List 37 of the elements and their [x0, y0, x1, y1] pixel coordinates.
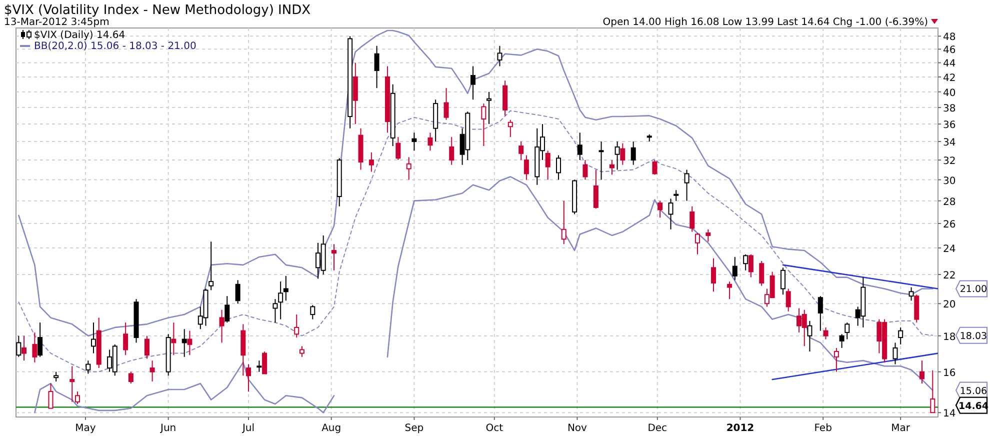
y-tick-label: 44 — [943, 58, 956, 70]
y-tick-label: 20 — [943, 300, 956, 311]
x-tick-label: Mar — [891, 423, 911, 434]
legend-label: BB(20,2.0) 15.06 - 18.03 - 21.00 — [34, 41, 196, 52]
y-tick-label: 22 — [943, 270, 956, 282]
annotation: Open 14.00 High 16.08 Low 13.99 Last 14.64 Chg -1.00 (-6.39%) — [602, 17, 928, 28]
y-tick-label: 40 — [943, 88, 956, 99]
y-tick-label: 18 — [943, 332, 956, 343]
chart-subtitle: 13-Mar-2012 3:45pm — [4, 17, 110, 28]
y-tick-label: 14 — [943, 408, 956, 420]
x-tick-label: May — [75, 423, 96, 434]
y-tick-label: 26 — [943, 219, 956, 230]
y-tick-label: 24 — [943, 244, 956, 255]
text: 18.03 — [960, 330, 988, 342]
y-tick-label: 32 — [943, 156, 956, 168]
y-tick-label: 28 — [943, 196, 956, 208]
x-tick-label: Nov — [567, 423, 588, 434]
x-tick-label: Dec — [648, 423, 668, 434]
y-tick-label: 42 — [943, 72, 956, 84]
y-tick-label: 48 — [943, 32, 956, 44]
x-tick-label: 2012 — [726, 423, 754, 434]
y-tick-label: 16 — [943, 368, 956, 379]
legend-label: $VIX (Daily) 14.64 — [34, 30, 126, 41]
y-tick-label: 46 — [943, 45, 956, 56]
x-tick-label: Oct — [486, 423, 504, 434]
y-tick-label: 30 — [943, 176, 956, 187]
x-tick-label: Aug — [322, 423, 342, 434]
chart-title: $VIX (Volatility Index - New Methodology) INDX — [4, 3, 311, 18]
y-tick-label: 38 — [943, 104, 956, 115]
x-tick-label: Feb — [814, 423, 832, 434]
text: 15.06 — [960, 386, 988, 397]
x-tick-label: Sep — [404, 423, 424, 434]
y-tick-label: 34 — [943, 138, 956, 149]
text: 21.00 — [960, 284, 988, 296]
y-tick-label: 36 — [943, 120, 956, 132]
x-tick-label: Jul — [241, 423, 255, 434]
x-tick-label: Jun — [160, 423, 176, 434]
